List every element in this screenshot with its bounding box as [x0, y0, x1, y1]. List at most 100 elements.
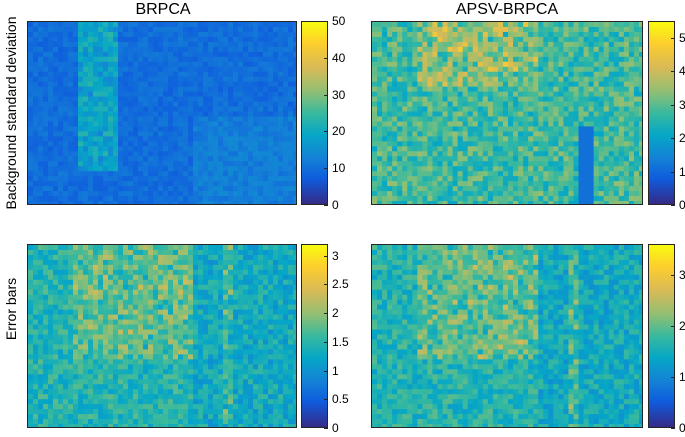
heatmap-cell: [533, 166, 539, 172]
heatmap-cell: [487, 61, 494, 68]
heatmap-cell: [188, 131, 194, 137]
heatmap-cell: [638, 76, 642, 83]
heatmap-cell: [293, 191, 296, 197]
heatmap-cell: [133, 156, 139, 162]
heatmap-cell: [538, 46, 544, 53]
heatmap-cell: [528, 22, 534, 28]
heatmap-cell: [377, 106, 383, 113]
heatmap-cell: [73, 176, 79, 182]
heatmap-cell: [178, 289, 184, 296]
heatmap-cell: [528, 31, 534, 38]
heatmap-cell: [243, 81, 249, 88]
heatmap-cell: [188, 264, 194, 271]
heatmap-cell: [148, 259, 154, 266]
heatmap-cell: [108, 329, 114, 336]
heatmap-cell: [198, 26, 204, 33]
heatmap-cell: [188, 41, 194, 48]
heatmap-cell: [407, 151, 413, 157]
heatmap-cell: [143, 201, 149, 204]
heatmap-cell: [293, 171, 296, 177]
heatmap-cell: [372, 41, 378, 48]
heatmap-cell: [263, 176, 269, 182]
heatmap-cell: [108, 71, 114, 78]
heatmap-cell: [148, 196, 154, 202]
heatmap-cell: [178, 254, 184, 261]
heatmap-cell: [138, 304, 144, 311]
heatmap-cell: [48, 176, 54, 182]
heatmap-cell: [218, 31, 224, 38]
heatmap-cell: [93, 131, 99, 137]
heatmap-cell: [442, 81, 449, 88]
heatmap-cell: [283, 66, 289, 73]
heatmap-cell: [163, 126, 169, 132]
heatmap-cell: [618, 22, 625, 28]
heatmap-cell: [178, 319, 184, 326]
heatmap-cell: [422, 81, 429, 88]
heatmap-cell: [273, 166, 279, 172]
heatmap-cell: [633, 156, 640, 162]
heatmap-cell: [193, 111, 199, 118]
heatmap-cell: [143, 76, 149, 83]
heatmap-cell: [613, 22, 620, 28]
heatmap-cell: [183, 131, 189, 137]
heatmap-cell: [203, 161, 209, 167]
heatmap-cell: [623, 196, 630, 202]
heatmap-cell: [213, 131, 219, 137]
heatmap-cell: [538, 106, 544, 113]
heatmap-cell: [372, 131, 378, 137]
heatmap-cell: [427, 51, 434, 58]
heatmap-cell: [543, 181, 549, 187]
heatmap-cell: [128, 151, 134, 157]
heatmap-cell: [407, 26, 413, 33]
heatmap-cell: [472, 191, 479, 197]
heatmap-cell: [397, 22, 403, 28]
heatmap-cell: [293, 111, 296, 118]
heatmap-cell: [278, 289, 284, 296]
heatmap-cell: [38, 304, 44, 311]
heatmap-cell: [163, 91, 169, 98]
heatmap-cell: [387, 36, 393, 43]
heatmap-cell: [163, 56, 169, 63]
heatmap-cell: [78, 299, 84, 306]
heatmap-cell: [63, 249, 69, 256]
heatmap-cell: [543, 22, 549, 28]
heatmap-cell: [598, 181, 605, 187]
heatmap-cell: [223, 181, 229, 187]
heatmap-cell: [462, 176, 469, 182]
heatmap-cell: [563, 181, 570, 187]
heatmap-cell: [188, 299, 194, 306]
heatmap-cell: [283, 81, 289, 88]
heatmap-cell: [382, 166, 388, 172]
heatmap-cell: [477, 46, 484, 53]
heatmap-cell: [188, 66, 194, 73]
heatmap-cell: [593, 86, 600, 93]
heatmap-cell: [412, 81, 418, 88]
heatmap-cell: [208, 146, 214, 152]
heatmap-cell: [258, 329, 264, 336]
heatmap-cell: [233, 116, 239, 123]
heatmap-cell: [492, 126, 499, 132]
heatmap-cell: [33, 284, 39, 291]
heatmap-cell: [53, 41, 59, 48]
heatmap-cell: [178, 66, 184, 73]
heatmap-cell: [68, 161, 74, 167]
heatmap-cell: [462, 91, 469, 98]
heatmap-cell: [472, 31, 479, 38]
heatmap-cell: [93, 304, 99, 311]
heatmap-cell: [412, 126, 418, 132]
heatmap-cell: [377, 181, 383, 187]
heatmap-cell: [98, 151, 104, 157]
heatmap-cell: [523, 56, 529, 63]
heatmap-cell: [208, 126, 214, 132]
heatmap-cell: [457, 76, 464, 83]
heatmap-cell: [213, 314, 219, 321]
heatmap-cell: [103, 101, 109, 108]
heatmap-cell: [168, 254, 174, 261]
heatmap-cell: [143, 96, 149, 103]
heatmap-cell: [513, 46, 519, 53]
heatmap-cell: [118, 176, 124, 182]
heatmap-cell: [482, 101, 489, 108]
heatmap-cell: [113, 146, 119, 152]
heatmap-cell: [628, 151, 635, 157]
heatmap-cell: [442, 22, 449, 28]
